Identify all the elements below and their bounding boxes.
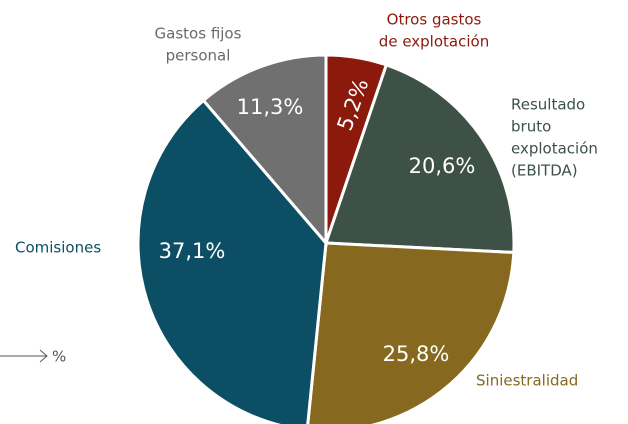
slice-value-label: 11,3% bbox=[237, 95, 304, 119]
slice-value-label: 37,1% bbox=[159, 239, 226, 263]
unit-arrow-head bbox=[39, 349, 48, 363]
category-label: Gastos fijos bbox=[155, 25, 242, 43]
pie-slice bbox=[201, 53, 328, 248]
category-label: Siniestralidad bbox=[476, 372, 578, 390]
slice-value-label: 20,6% bbox=[409, 154, 476, 178]
category-label: bruto bbox=[511, 118, 551, 136]
category-label: (EBITDA) bbox=[511, 162, 578, 180]
pie-slice bbox=[136, 98, 328, 424]
pie-slice bbox=[323, 63, 516, 255]
category-label: de explotación bbox=[379, 33, 489, 51]
pie-slice bbox=[306, 241, 516, 424]
category-label: Otros gastos bbox=[387, 11, 482, 29]
category-label: Resultado bbox=[511, 96, 585, 114]
unit-label: % bbox=[52, 348, 66, 366]
slice-value-label: 25,8% bbox=[383, 342, 450, 366]
category-label: explotación bbox=[511, 140, 598, 158]
category-label: Comisiones bbox=[15, 239, 101, 257]
category-label: personal bbox=[166, 47, 231, 65]
